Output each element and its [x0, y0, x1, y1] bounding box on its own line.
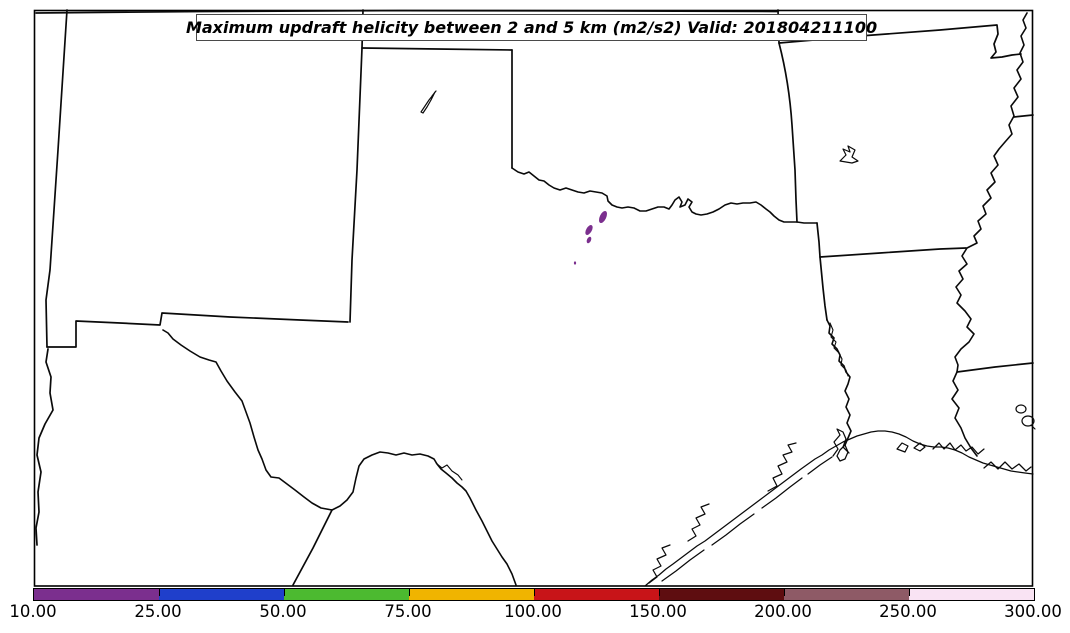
river-borders: [162, 12, 1028, 586]
san-antonio-bay: [687, 503, 710, 542]
colorbar-segment-25-50: [159, 589, 284, 600]
state-borders: [35, 9, 1034, 586]
colorbar-tick-label: 200.00: [754, 602, 812, 621]
barrier-island-galveston: [807, 456, 833, 475]
map-frame: [33, 9, 1034, 587]
uh-swath-4: [573, 261, 577, 265]
lakes: [420, 90, 1036, 430]
missouri-arkansas-border: [778, 24, 1022, 59]
galveston-bay: [832, 428, 850, 457]
colorbar-tick: [159, 589, 161, 596]
colorbar-tick-label: 250.00: [879, 602, 937, 621]
colorbar-tick: [784, 589, 786, 596]
plot-title: Maximum updraft helicity between 2 and 5…: [185, 18, 878, 37]
colorbar-segment-10-25: [34, 589, 159, 600]
red-river: [511, 167, 818, 224]
colorbar-tick: [409, 589, 411, 596]
barrier-island-matagorda: [711, 513, 755, 546]
colorbar-tick-label: 50.00: [259, 602, 307, 621]
uh-contours: [573, 210, 607, 265]
chihuahua-coahuila-border: [292, 509, 333, 586]
colorbar-labels: 10.00 25.00 50.00 75.00 100.00 150.00 200.00 25…: [9, 602, 1061, 624]
louisiana-marsh-coast: [932, 442, 985, 455]
new-mexico-west-border: [45, 9, 68, 348]
gulf-coast-main: [644, 430, 1034, 587]
barrier-island-padre: [661, 549, 705, 582]
colorbar: [33, 588, 1035, 601]
vermilion-bay-coast: [983, 461, 1032, 472]
colorbar-tick: [909, 589, 911, 596]
uh-swath-2: [585, 225, 593, 235]
colorbar-segment-150-200: [659, 589, 784, 600]
calcasieu-lake: [896, 442, 926, 453]
colorbar-tick-label: 300.00: [1004, 602, 1062, 621]
colorbar-segment-100-150: [534, 589, 659, 600]
title-box: Maximum updraft helicity between 2 and 5…: [186, 14, 877, 41]
lake-meredith: [420, 90, 437, 114]
gulf-coastline: [644, 428, 1034, 587]
rio-grande-upper: [162, 329, 333, 511]
oklahoma-arkansas-border: [777, 9, 798, 223]
colorbar-tick: [284, 589, 286, 596]
texas-louisiana-border: [816, 222, 828, 321]
colorbar-tick-label: 25.00: [134, 602, 182, 621]
mississippi-tennessee-border: [1013, 114, 1034, 118]
colorbar-segment-200-250: [784, 589, 909, 600]
colorbar-tick-label: 100.00: [504, 602, 562, 621]
corpus-christi-bay: [648, 544, 671, 584]
louisiana-mississippi-border: [956, 362, 1034, 373]
louisiana-lake-2: [1021, 415, 1036, 430]
colorbar-tick-label: 75.00: [384, 602, 432, 621]
mississippi-river: [951, 12, 1028, 457]
sonora-chihuahua-border: [35, 348, 54, 546]
colorbar-segment-75-100: [409, 589, 534, 600]
uh-swath-1: [599, 210, 607, 224]
colorbar-tick-label: 150.00: [629, 602, 687, 621]
colorbar-tick-label: 10.00: [9, 602, 57, 621]
sabine-lake: [836, 444, 849, 462]
colorbar-segment-250-300: [909, 589, 1034, 600]
texas-panhandle-north-border: [361, 47, 513, 51]
toledo-bend-reservoir: [829, 322, 849, 377]
barrier-island-matagorda2: [761, 477, 803, 509]
amistad-reservoir: [435, 462, 463, 481]
uh-swath-3: [586, 236, 592, 244]
colorbar-segment-50-75: [284, 589, 409, 600]
arkansas-louisiana-border: [819, 247, 967, 258]
colorbar-tick: [659, 589, 661, 596]
louisiana-lake-1: [1015, 404, 1027, 414]
matagorda-bay: [767, 442, 797, 492]
arkansas-lake: [839, 145, 859, 164]
kansas-oklahoma-border: [35, 9, 779, 14]
colorbar-tick: [534, 589, 536, 596]
new-mexico-south-border: [46, 312, 349, 348]
